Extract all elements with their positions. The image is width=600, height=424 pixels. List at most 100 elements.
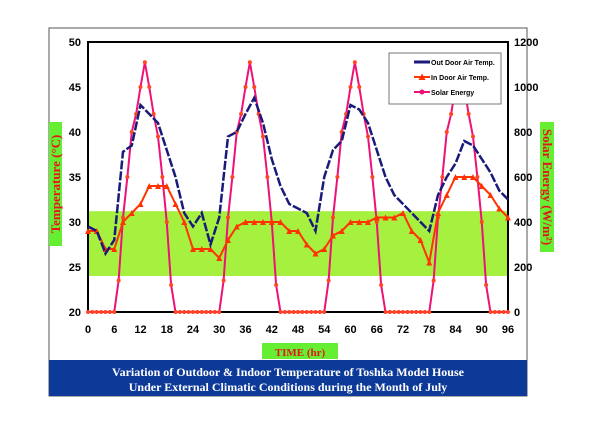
- solar-energy-point: [239, 112, 244, 116]
- indoor-temp-point: [198, 246, 205, 252]
- solar-energy-point: [221, 278, 226, 283]
- indoor-temp-point: [120, 219, 126, 225]
- indoor-temp-point: [505, 214, 511, 221]
- solar-energy-point: [326, 278, 331, 283]
- solar-energy-point: [309, 310, 314, 314]
- solar-energy-point: [501, 310, 506, 314]
- solar-energy-point: [112, 310, 117, 314]
- solar-energy-point: [212, 310, 217, 314]
- indoor-temp-point: [373, 214, 380, 221]
- x-tick-label: 36: [239, 324, 251, 336]
- solar-energy-point: [471, 134, 475, 139]
- y2-tick-label: 800: [514, 127, 532, 139]
- solar-energy-point: [160, 175, 165, 179]
- solar-energy-point: [94, 310, 99, 314]
- solar-energy-point: [392, 310, 397, 314]
- y2-tick-label: 600: [514, 172, 532, 184]
- solar-energy-point: [230, 175, 235, 179]
- legend: Out Door Air Temp. In Door Air Temp. Sol…: [388, 52, 502, 105]
- indoor-temp-point: [382, 214, 389, 221]
- x-tick-label: 12: [134, 324, 146, 336]
- solar-energy-point: [138, 85, 143, 89]
- solar-energy-point: [317, 310, 322, 314]
- legend-indoor-swatch: [418, 73, 426, 80]
- solar-energy-point: [247, 60, 252, 65]
- indoor-temp-point: [216, 255, 223, 261]
- solar-energy-point: [479, 220, 484, 224]
- solar-energy-point: [142, 60, 147, 65]
- y2-tick-label: 400: [514, 217, 532, 229]
- x-tick-label: 90: [476, 324, 488, 336]
- solar-energy-point: [313, 310, 318, 314]
- solar-energy-point: [401, 310, 405, 314]
- indoor-temp-point: [137, 201, 144, 207]
- solar-energy-point: [422, 310, 427, 314]
- solar-energy-point: [195, 310, 200, 314]
- legend-indoor-label: In Door Air Temp.: [431, 75, 489, 82]
- solar-energy-point: [396, 310, 401, 314]
- indoor-temp-point: [303, 241, 310, 248]
- caption-banner: [49, 360, 527, 396]
- indoor-temp-point: [268, 219, 275, 225]
- chart-subtitle: Under External Climatic Conditions durin…: [129, 380, 447, 394]
- solar-energy-point: [418, 310, 423, 314]
- solar-energy-point: [169, 283, 174, 287]
- x-tick-label: 54: [318, 324, 331, 336]
- solar-energy-point: [199, 310, 204, 314]
- indoor-temp-point: [470, 174, 476, 180]
- indoor-temp-point: [452, 174, 459, 180]
- solar-energy-point: [204, 310, 209, 314]
- x-tick-label: 6: [111, 324, 117, 336]
- legend-solar-swatch: [419, 89, 425, 95]
- y2-axis-label: Solar Energy (W/m²): [540, 129, 555, 245]
- solar-energy-point: [121, 215, 125, 220]
- solar-energy-point: [348, 85, 353, 89]
- indoor-temp-point: [321, 246, 328, 252]
- x-tick-label: 30: [213, 324, 225, 336]
- x-tick-label: 42: [266, 324, 278, 336]
- solar-energy-point: [278, 310, 283, 314]
- indoor-temp-point: [251, 219, 258, 225]
- solar-energy-point: [282, 310, 287, 314]
- indoor-temp-point: [128, 210, 135, 216]
- solar-energy-point: [492, 310, 497, 314]
- indoor-temp-point: [207, 246, 214, 252]
- comfort-band: [88, 211, 508, 276]
- indoor-temp-point: [408, 228, 415, 234]
- y-tick-label: 45: [69, 82, 81, 94]
- indoor-temp-point: [330, 232, 336, 239]
- indoor-temp-point: [426, 259, 433, 266]
- x-tick-label: 72: [397, 324, 409, 336]
- solar-energy-point: [208, 310, 213, 314]
- solar-energy-point: [331, 215, 335, 220]
- y-tick-label: 20: [69, 307, 81, 319]
- y2-tick-label: 1200: [514, 37, 538, 49]
- indoor-temp-point: [400, 210, 406, 216]
- solar-energy-point: [186, 310, 191, 314]
- indoor-temp-point: [295, 228, 301, 234]
- x-axis-label: TIME (hr): [275, 347, 326, 359]
- x-tick-label: 96: [502, 324, 514, 336]
- solar-energy-point: [352, 60, 357, 65]
- solar-energy-point: [86, 310, 90, 314]
- solar-energy-point: [300, 310, 305, 314]
- solar-energy-point: [387, 310, 392, 314]
- solar-energy-point: [475, 175, 480, 179]
- solar-energy-point: [291, 310, 296, 314]
- indoor-temp-point: [242, 219, 249, 225]
- solar-energy-point: [440, 175, 445, 179]
- x-tick-label: 48: [292, 324, 304, 336]
- y2-tick-label: 0: [514, 307, 520, 319]
- solar-energy-point: [304, 310, 309, 314]
- solar-energy-point: [226, 215, 230, 220]
- indoor-temp-point: [225, 237, 231, 243]
- solar-energy-point: [129, 130, 134, 134]
- solar-energy-point: [265, 175, 270, 179]
- y-axis-label: Temperature (°C): [48, 135, 63, 234]
- solar-energy-point: [274, 283, 279, 287]
- solar-energy-point: [322, 310, 327, 314]
- solar-energy-point: [147, 85, 152, 89]
- x-tick-label: 84: [449, 324, 462, 336]
- indoor-temp-point: [85, 228, 91, 234]
- indoor-temp-point: [155, 183, 161, 189]
